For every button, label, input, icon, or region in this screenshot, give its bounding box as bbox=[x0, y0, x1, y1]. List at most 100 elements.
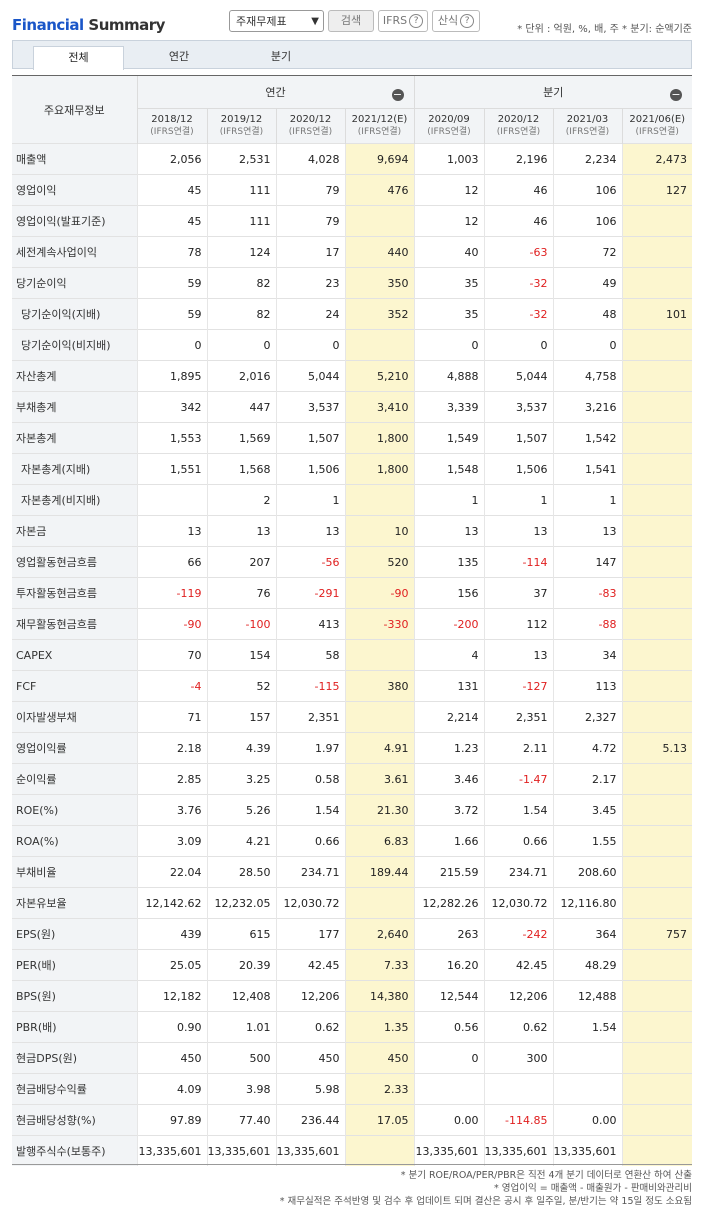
tab-all[interactable]: 전체 bbox=[33, 46, 124, 70]
table-cell: 111 bbox=[206, 205, 276, 237]
table-cell: 2,196 bbox=[483, 143, 553, 175]
table-cell bbox=[621, 267, 692, 299]
table-cell bbox=[344, 701, 414, 733]
table-cell: -83 bbox=[552, 577, 622, 609]
statement-type-value: 주재무제표 bbox=[236, 15, 287, 28]
table-cell bbox=[413, 1073, 484, 1105]
table-cell bbox=[344, 1135, 414, 1166]
period-header: 2021/12(E) (IFRS연결) bbox=[344, 108, 414, 144]
table-cell bbox=[621, 670, 692, 702]
table-cell: 12 bbox=[413, 205, 484, 237]
tab-quarter[interactable]: 분기 bbox=[270, 50, 292, 63]
row-label: 이자발생부채 bbox=[12, 701, 137, 733]
table-cell: 5,044 bbox=[275, 360, 345, 392]
row-label: 세전계속사업이익 bbox=[12, 236, 137, 268]
table-cell: 82 bbox=[206, 298, 276, 330]
table-cell: 25.05 bbox=[136, 949, 207, 981]
table-cell: 1,548 bbox=[413, 453, 484, 485]
table-cell: 1,549 bbox=[413, 422, 484, 454]
row-label: 영업이익 bbox=[12, 174, 137, 206]
table-cell: 147 bbox=[552, 546, 622, 578]
table-cell: 131 bbox=[413, 670, 484, 702]
table-cell: 0.56 bbox=[413, 1011, 484, 1043]
table-cell: 45 bbox=[136, 174, 207, 206]
period-header: 2018/12 (IFRS연결) bbox=[136, 108, 207, 144]
tab-annual[interactable]: 연간 bbox=[168, 50, 190, 63]
table-cell: 1 bbox=[552, 484, 622, 516]
table-cell: 1,507 bbox=[275, 422, 345, 454]
table-cell: -127 bbox=[483, 670, 553, 702]
table-row: 영업활동현금흐름 66 207 -56 520 135 -114 147 bbox=[12, 546, 692, 578]
statement-type-select[interactable]: 주재무제표 ▼ bbox=[229, 10, 324, 32]
table-cell: 5,044 bbox=[483, 360, 553, 392]
table-cell: 234.71 bbox=[483, 856, 553, 888]
row-label: 자산총계 bbox=[12, 360, 137, 392]
table-cell: 78 bbox=[136, 236, 207, 268]
table-cell: 0.00 bbox=[552, 1104, 622, 1136]
table-cell: 21.30 bbox=[344, 794, 414, 826]
row-header-label: 주요재무정보 bbox=[12, 76, 137, 144]
table-row: 부채비율 22.04 28.50 234.71 189.44 215.59 234.71 20… bbox=[12, 856, 692, 888]
table-cell: 364 bbox=[552, 918, 622, 950]
row-label: FCF bbox=[12, 670, 137, 702]
table-cell: -291 bbox=[275, 577, 345, 609]
table-row: PBR(배) 0.90 1.01 0.62 1.35 0.56 0.62 1.54 bbox=[12, 1011, 692, 1043]
table-cell: 4 bbox=[413, 639, 484, 671]
table-cell: 342 bbox=[136, 391, 207, 423]
formula-button[interactable]: 산식? bbox=[432, 10, 480, 32]
table-cell: 13 bbox=[136, 515, 207, 547]
period-label: 2021/06(E) bbox=[629, 114, 686, 125]
table-cell bbox=[621, 701, 692, 733]
table-cell bbox=[621, 763, 692, 795]
table-cell: 13 bbox=[275, 515, 345, 547]
table-cell: 5,210 bbox=[344, 360, 414, 392]
collapse-quarter-icon[interactable]: − bbox=[670, 88, 682, 101]
table-cell: 46 bbox=[483, 174, 553, 206]
row-label: 자본총계 bbox=[12, 422, 137, 454]
table-cell: 0.66 bbox=[483, 825, 553, 857]
search-button[interactable]: 검색 bbox=[328, 10, 374, 32]
period-basis: (IFRS연결) bbox=[427, 127, 471, 137]
table-cell: 35 bbox=[413, 298, 484, 330]
table-cell: 111 bbox=[206, 174, 276, 206]
table-cell: 3.45 bbox=[552, 794, 622, 826]
table-cell: 2,016 bbox=[206, 360, 276, 392]
table-cell: 1,568 bbox=[206, 453, 276, 485]
table-cell: 1,506 bbox=[483, 453, 553, 485]
table-cell: 1,003 bbox=[413, 143, 484, 175]
table-cell bbox=[621, 484, 692, 516]
table-row: 자본총계(지배) 1,551 1,568 1,506 1,800 1,548 1,506 1,… bbox=[12, 453, 692, 485]
table-cell: 3,537 bbox=[483, 391, 553, 423]
table-cell: 2,056 bbox=[136, 143, 207, 175]
table-row: 영업이익 45 111 79 476 12 46 106 127 bbox=[12, 174, 692, 206]
table-cell: 450 bbox=[136, 1042, 207, 1074]
table-cell: 208.60 bbox=[552, 856, 622, 888]
table-cell: 1,569 bbox=[206, 422, 276, 454]
table-cell: 2,351 bbox=[275, 701, 345, 733]
table-cell: -114 bbox=[483, 546, 553, 578]
table-bottom-border bbox=[12, 1164, 692, 1165]
table-cell bbox=[621, 1073, 692, 1105]
table-cell bbox=[621, 887, 692, 919]
table-cell: 3.98 bbox=[206, 1073, 276, 1105]
annual-group-label: 연간 bbox=[265, 86, 286, 99]
collapse-annual-icon[interactable]: − bbox=[391, 88, 404, 101]
period-tabs: 전체 연간 분기 bbox=[12, 40, 692, 70]
ifrs-button[interactable]: IFRS? bbox=[378, 10, 428, 32]
table-cell: 1.66 bbox=[413, 825, 484, 857]
table-cell: 12,544 bbox=[413, 980, 484, 1012]
table-cell bbox=[621, 825, 692, 857]
row-label: CAPEX bbox=[12, 639, 137, 671]
period-basis: (IFRS연결) bbox=[357, 127, 402, 137]
table-cell bbox=[621, 949, 692, 981]
table-cell: 17.05 bbox=[344, 1104, 414, 1136]
table-cell: 127 bbox=[621, 174, 692, 206]
table-cell: 157 bbox=[206, 701, 276, 733]
table-cell: 2,473 bbox=[621, 143, 692, 175]
table-cell: 2,531 bbox=[206, 143, 276, 175]
table-row: BPS(원) 12,182 12,408 12,206 14,380 12,544 12,2… bbox=[12, 980, 692, 1012]
row-label: BPS(원) bbox=[12, 980, 137, 1012]
table-cell bbox=[621, 1104, 692, 1136]
table-cell: 66 bbox=[136, 546, 207, 578]
table-cell: 13,335,601 bbox=[275, 1135, 345, 1166]
